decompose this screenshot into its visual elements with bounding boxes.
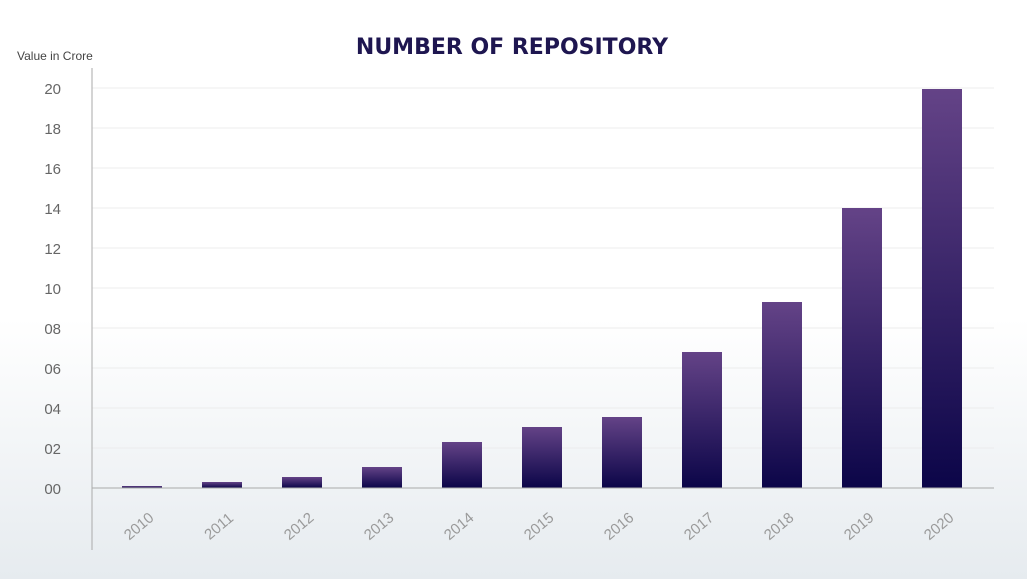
bar-2019 (842, 208, 882, 488)
y-tick-label: 20 (44, 81, 61, 98)
bar-2017 (682, 352, 722, 488)
y-tick-label: 16 (44, 161, 61, 178)
y-axis-ticks: 00 02 04 06 08 10 12 14 16 18 20 (44, 81, 61, 498)
gridlines (92, 87, 994, 449)
bar-2016 (602, 417, 642, 488)
x-tick-label: 2017 (681, 509, 717, 543)
y-tick-label: 04 (44, 401, 61, 418)
x-tick-label: 2016 (601, 509, 637, 543)
x-tick-label: 2015 (521, 509, 557, 543)
y-tick-label: 08 (44, 321, 61, 338)
y-tick-label: 12 (44, 241, 61, 258)
y-tick-label: 18 (44, 121, 61, 138)
x-tick-label: 2014 (441, 509, 477, 543)
x-tick-label: 2010 (121, 509, 157, 543)
bar-2018 (762, 302, 802, 488)
y-tick-label: 02 (44, 441, 61, 458)
bars (122, 89, 962, 488)
bar-2013 (362, 467, 402, 488)
bar-2011 (202, 482, 242, 488)
bar-2015 (522, 427, 562, 488)
bar-2020 (922, 89, 962, 488)
y-tick-label: 00 (44, 481, 61, 498)
y-tick-label: 06 (44, 361, 61, 378)
bar-2012 (282, 477, 322, 488)
x-tick-label: 2012 (281, 509, 317, 543)
x-tick-label: 2020 (921, 509, 957, 543)
x-tick-label: 2013 (361, 509, 397, 543)
x-tick-label: 2018 (761, 509, 797, 543)
x-tick-label: 2011 (201, 510, 237, 544)
y-axis-label: Value in Crore (17, 49, 93, 63)
chart-title: NUMBER OF REPOSITORY (356, 35, 669, 60)
bar-2010 (122, 486, 162, 488)
x-tick-label: 2019 (841, 509, 877, 543)
bar-2014 (442, 442, 482, 488)
y-tick-label: 14 (44, 201, 61, 218)
x-axis-ticks: 2010 2011 2012 2013 2014 2015 2016 2017 2018 2019… (121, 509, 957, 543)
y-tick-label: 10 (44, 281, 61, 298)
